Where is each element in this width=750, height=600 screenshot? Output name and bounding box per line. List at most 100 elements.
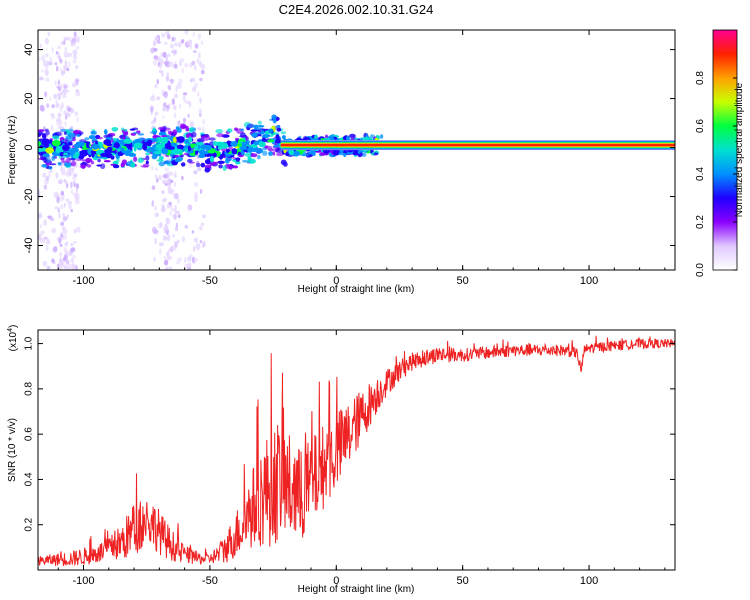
spectrogram-noise-cell (44, 37, 50, 45)
spectrogram-noise-cell (168, 171, 173, 176)
spectrogram-noise-cell (38, 233, 42, 241)
spectrogram-noise-cell (71, 38, 75, 44)
spectrogram-noise-cell (168, 53, 171, 58)
spectrogram-ridge-cell (124, 150, 131, 156)
spectrogram-ridge-cell (161, 148, 169, 155)
spectrogram-noise-cell (104, 129, 108, 135)
spectrogram-noise-cell (158, 69, 162, 74)
spectrogram-noise-cell (60, 190, 64, 196)
spectrogram-noise-cell (45, 130, 50, 136)
spectrogram-y-ticks: -40 -20 0 20 40 (23, 43, 675, 253)
spectrogram-noise-cell (154, 205, 157, 211)
spectrogram-ridge-cell (288, 148, 295, 156)
spectrogram-noise-cell (154, 35, 159, 42)
spectrogram-noise-cell (183, 117, 186, 124)
spectrogram-noise-cell (58, 237, 62, 244)
spectrogram-noise-cell (71, 257, 74, 264)
spectrogram-noise-cell (189, 121, 195, 128)
spectrogram-noise-cell (153, 116, 157, 122)
spectrogram-noise-cell (194, 181, 199, 188)
spectrogram-noise-cell (65, 241, 69, 246)
spectrogram-y-tick-label: -20 (23, 189, 35, 205)
spectrogram-noise-cell (71, 176, 77, 180)
spectrogram-noise-cell (235, 157, 241, 161)
spectrogram-noise-cell (84, 137, 90, 141)
spectrogram-ridge-cell (357, 150, 361, 154)
spectrogram-noise-cell (60, 84, 64, 90)
spectrogram-noise-cell (59, 243, 63, 247)
spectrogram-noise-cell (182, 125, 189, 128)
spectrogram-noise-cell (170, 78, 174, 85)
spectrogram-ridge-cell (195, 141, 204, 147)
spectrogram-noise-cell (130, 162, 136, 168)
spectrogram-noise-cell (50, 218, 55, 221)
spectrogram-ridge-cell (250, 143, 258, 149)
spectrogram-noise-cell (73, 31, 77, 38)
spectrogram-noise-cell (195, 243, 201, 251)
spectrogram-noise-cell (120, 162, 125, 168)
spectrogram-noise-cell (68, 263, 72, 270)
spectrogram-noise-cell (173, 42, 178, 47)
spectrogram-noise-cell (58, 212, 61, 219)
spectrogram-noise-cell (197, 127, 202, 131)
spectrogram-noise-cell (201, 69, 205, 75)
snr-x-ticks: -100 -50 0 50 100 (57, 330, 666, 587)
spectrogram-noise-cell (268, 151, 273, 157)
spectrogram-ridge-cell (231, 148, 238, 155)
spectrogram-noise-cell (60, 70, 64, 77)
spectrogram-noise-cell (70, 189, 73, 194)
spectrogram-noise-cell (62, 88, 66, 94)
spectrogram-ridge-cell (166, 146, 175, 150)
spectrogram-noise-cell (62, 226, 67, 234)
spectrogram-noise-cell (151, 120, 155, 125)
spectrogram-noise-cell (181, 68, 184, 74)
spectrogram-noise-cell (56, 196, 60, 204)
spectrogram-noise-cell (96, 164, 102, 167)
spectrogram-ridge-cell (121, 147, 125, 154)
spectrogram-noise-cell (195, 237, 199, 244)
spectrogram-noise-cell (76, 46, 80, 50)
spectrogram-noise-cell (157, 222, 161, 229)
spectrogram-noise-cell (52, 135, 60, 140)
spectrogram-ridge-cell (113, 143, 120, 148)
spectrogram-noise-cell (59, 67, 62, 72)
spectrogram-noise-cell (166, 84, 171, 90)
spectrogram-noise-cell (173, 105, 177, 111)
spectrogram-ridge-cell (172, 136, 177, 144)
spectrogram-noise-cell (65, 89, 70, 93)
spectrogram-noise-cell (38, 131, 44, 136)
spectrogram-noise-cell (56, 65, 59, 72)
spectrogram-noise-cell (184, 256, 187, 264)
spectrogram-ridge-cell (209, 155, 214, 163)
spectrogram-noise-cell (152, 93, 155, 99)
spectrogram-noise-cell (74, 193, 80, 200)
spectrogram-noise-cell (74, 197, 80, 205)
spectrogram-noise-cell (186, 40, 189, 47)
snr-y-tick-label: 0.4 (24, 472, 35, 486)
spectrogram-noise-cell (47, 32, 51, 36)
spectrogram-noise-cell (55, 172, 59, 179)
spectrogram-noise-cell (170, 61, 175, 68)
spectrogram-noise-cell (86, 158, 93, 163)
spectrogram-noise-cell (349, 133, 356, 139)
spectrogram-noise-cell (39, 43, 42, 48)
spectrogram-noise-cell (257, 120, 262, 125)
spectrogram-noise-cell (63, 138, 68, 142)
spectrogram-noise-cell (176, 127, 182, 133)
spectrogram-noise-cell (68, 204, 72, 209)
spectrogram-noise-cell (171, 245, 174, 252)
spectrogram-noise-cell (42, 133, 47, 139)
spectrogram-noise-cell (154, 212, 159, 218)
spectrogram-noise-cell (198, 113, 202, 117)
spectrogram-noise-cell (43, 219, 48, 227)
spectrogram-ridge-cell (163, 136, 168, 143)
spectrogram-noise-cell (44, 91, 48, 98)
spectrogram-noise-cell (200, 63, 206, 70)
spectrogram-ridge-cell (222, 144, 229, 149)
spectrogram-noise-cell (65, 135, 72, 140)
spectrogram-ridge-cell (292, 150, 301, 157)
spectrogram-noise-cell (158, 242, 164, 247)
spectrogram-noise-cell (67, 107, 72, 112)
spectrogram-noise-cell (162, 180, 166, 184)
spectrogram-noise-cell (60, 157, 65, 161)
